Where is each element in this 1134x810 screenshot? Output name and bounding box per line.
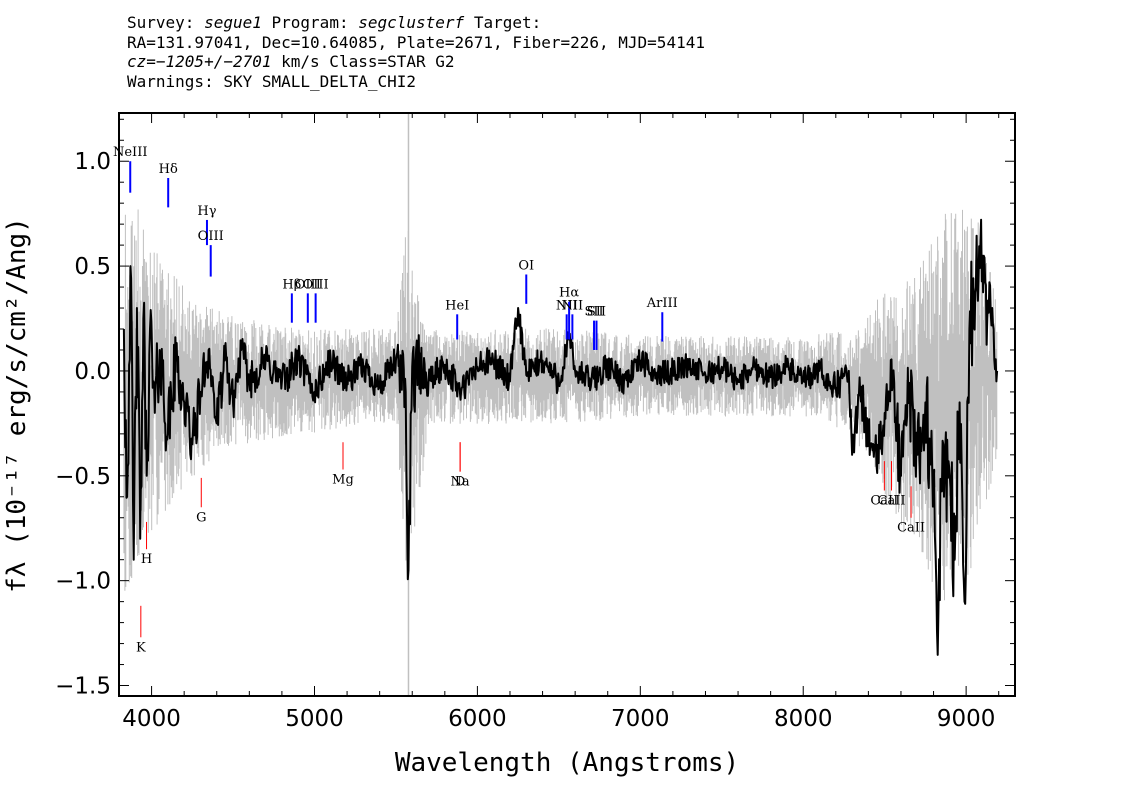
emission-line-label: OI [518,258,534,273]
axis-ticks: 4000 5000 6000 7000 8000 9000 1.0 0.5 0.0 −0.5 −1.… [55,113,1015,732]
emission-line-label: OIII [198,229,224,244]
y-tick-label: 0.0 [74,359,111,385]
y-tick-label: −0.5 [55,464,111,490]
emission-line-label: Hα [559,286,579,301]
y-tick-label: −1.5 [55,674,111,700]
absorption-line-label: H [141,552,152,567]
flux-line [122,218,999,656]
x-tick-label: 9000 [937,706,996,732]
emission-line-label: SII [587,305,606,320]
warnings-line: Warnings: SKY SMALL_DELTA_CHI2 [127,71,416,91]
survey-value: segue1 [204,13,262,32]
coordinates-line: RA=131.97041, Dec=10.64085, Plate=2671, … [127,32,705,52]
emission-line-label: NII [562,298,584,313]
x-tick-label: 7000 [611,706,670,732]
emission-line-label: Hδ [159,162,178,177]
absorption-line-label: Na [451,475,470,490]
class-text: km/s Class=STAR G2 [281,52,455,71]
error-band-layer [123,209,998,601]
y-tick-label: 1.0 [74,149,111,175]
y-tick-label: −1.0 [55,569,111,595]
x-tick-label: 4000 [122,706,181,732]
emission-line-label: ArIII [646,296,678,311]
emission-line-label: NeIII [113,145,147,160]
absorption-line-label: D [455,475,465,490]
x-tick-label: 8000 [774,706,833,732]
emission-line-label: Hβ [282,277,301,292]
y-tick-label: 0.5 [74,254,111,280]
survey-line: Survey: segue1 Program: segclusterf Targ… [127,13,705,33]
absorption-line-label: K [136,640,146,655]
x-tick-label: 6000 [448,706,507,732]
redshift-class-line: cz=−1205+/−2701 km/s Class=STAR G2 [127,52,705,72]
program-label: Program: [271,13,349,32]
flux-layer [122,218,999,656]
emission-line-label: HeI [445,298,469,313]
absorption-line-label: Mg [332,473,354,488]
y-axis-title: fλ (10⁻¹⁷ erg/s/cm²/Ang) [2,217,32,593]
emission-line-label: SII [584,305,603,320]
absorption-line-label: CaII [897,521,925,536]
spectrum-header: Survey: segue1 Program: segclusterf Targ… [127,13,705,91]
survey-label: Survey: [127,13,195,32]
absorption-line-label: CaII [870,493,898,508]
error-band [123,209,998,601]
absorption-line-label: CaII [878,493,906,508]
x-tick-label: 5000 [285,706,344,732]
emission-line-label: OIII [295,277,321,292]
program-value: segclusterf [358,13,465,32]
x-axis-title: Wavelength (Angstroms) [395,748,739,778]
plot-frame [118,112,1016,697]
emission-line-label: NII [556,298,578,313]
emission-line-label: OIII [303,277,329,292]
absorption-line-label: G [196,510,206,525]
cz-value: cz=−1205+/−2701 [127,52,272,71]
target-label: Target: [473,13,542,32]
emission-line-label: Hγ [197,204,216,219]
